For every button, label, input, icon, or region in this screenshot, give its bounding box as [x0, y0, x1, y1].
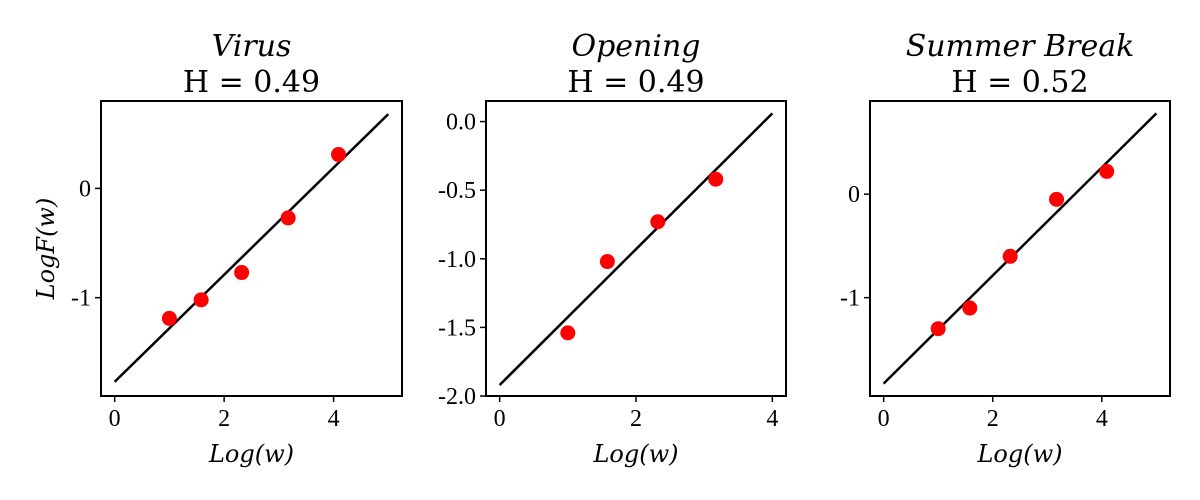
chart-subtitle: H = 0.49 — [183, 65, 320, 100]
data-point — [599, 254, 615, 270]
y-tick-label: -2.0 — [438, 384, 476, 410]
x-axis-label: Log(w) — [208, 440, 294, 468]
chart-subtitle: H = 0.49 — [567, 65, 704, 100]
chart-title: Summer Break — [906, 29, 1135, 64]
data-point — [708, 171, 724, 187]
y-tick-label: -1.0 — [438, 247, 476, 273]
chart-title: Virus — [212, 29, 292, 64]
data-point — [650, 214, 666, 230]
y-axis-label: LogF(w) — [32, 198, 60, 301]
x-tick-label: 0 — [494, 406, 506, 432]
y-tick-label: -0.5 — [438, 178, 476, 204]
chart-title: Opening — [572, 29, 701, 64]
x-tick-label: 2 — [987, 406, 999, 432]
x-axis-label: Log(w) — [592, 440, 678, 468]
data-point — [1002, 248, 1018, 264]
x-axis-label: Log(w) — [976, 440, 1062, 468]
data-point — [280, 210, 296, 226]
x-tick-label: 4 — [766, 406, 778, 432]
axes-frame — [100, 100, 403, 397]
x-tick-label: 0 — [878, 406, 890, 432]
x-tick-label: 4 — [1096, 406, 1108, 432]
data-point — [193, 292, 209, 308]
y-tick-label: -1 — [840, 286, 860, 312]
data-point — [161, 310, 177, 326]
data-point — [930, 321, 946, 337]
axes-frame — [869, 100, 1171, 397]
data-point — [1099, 163, 1115, 179]
y-tick-label: 0.0 — [446, 110, 476, 136]
data-point — [1049, 191, 1065, 207]
y-tick-label: 0 — [848, 182, 860, 208]
fit-line — [882, 112, 1158, 385]
data-point — [331, 147, 347, 163]
x-tick-label: 2 — [218, 406, 230, 432]
chart-subtitle: H = 0.52 — [951, 65, 1088, 100]
x-tick-label: 0 — [109, 406, 121, 432]
data-point — [962, 300, 978, 316]
x-tick-label: 2 — [630, 406, 642, 432]
fit-line — [113, 113, 390, 383]
x-tick-label: 4 — [328, 406, 340, 432]
data-point — [234, 265, 250, 281]
y-tick-label: -1 — [71, 286, 91, 312]
fit-line — [498, 112, 774, 386]
y-tick-label: -1.5 — [438, 315, 476, 341]
data-point — [560, 325, 576, 341]
y-tick-label: 0 — [79, 176, 91, 202]
